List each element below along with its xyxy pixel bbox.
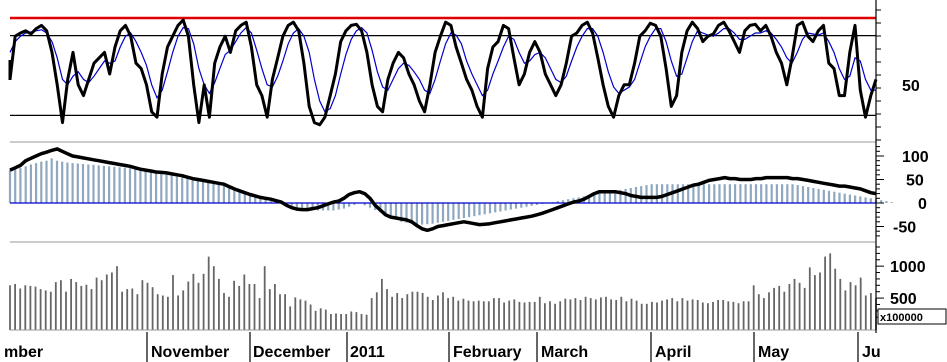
volume-tick-label: 1000 <box>890 259 926 276</box>
macd-line <box>9 147 877 233</box>
x-tick-label: 2011 <box>350 344 385 361</box>
volume-unit-label: x100000 <box>880 312 923 324</box>
macd-tick-label: -50 <box>893 220 916 237</box>
stochastic-d-line <box>9 26 876 113</box>
volume-panel <box>9 253 877 331</box>
x-tick-label: mber <box>4 344 43 361</box>
stochastic-panel <box>8 16 878 127</box>
macd-tick-label: 100 <box>902 149 929 166</box>
x-tick-label: March <box>541 344 588 361</box>
x-axis: mber November December 2011 February March Apr… <box>4 332 881 362</box>
x-tick-label: May <box>758 344 789 361</box>
x-tick-label: February <box>453 344 522 361</box>
x-tick-label: April <box>655 344 691 361</box>
x-tick-label: December <box>253 344 330 361</box>
x-tick-label: Ju <box>862 344 881 361</box>
stochastic-k-line <box>8 18 878 127</box>
macd-tick-label: 0 <box>918 196 927 213</box>
volume-unit-box <box>877 308 947 325</box>
macd-tick-label: 50 <box>906 173 924 190</box>
macd-panel <box>8 141 893 243</box>
volume-tick-label: 500 <box>890 291 917 308</box>
stochastic-tick-label: 50 <box>902 78 920 95</box>
x-tick-label: November <box>151 344 229 361</box>
